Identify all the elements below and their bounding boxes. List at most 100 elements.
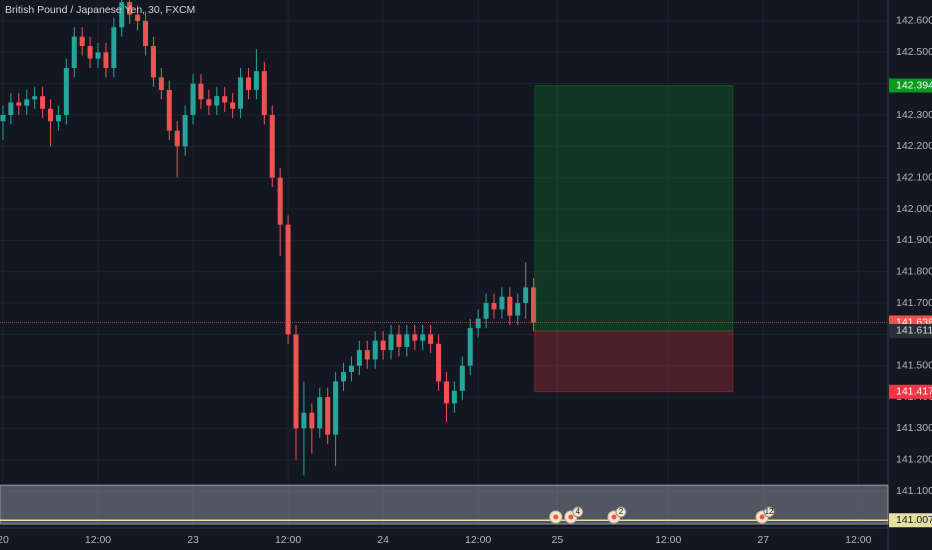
- candle-body: [87, 46, 93, 59]
- candle-body: [174, 130, 180, 147]
- profit-zone: [534, 85, 734, 332]
- candle-body: [531, 287, 537, 323]
- candle-body: [420, 334, 426, 341]
- price-badge-label: 142.394: [896, 79, 932, 91]
- y-tick-label: 142.000: [896, 203, 932, 215]
- candle-body: [380, 340, 386, 351]
- event-count: 12: [765, 507, 774, 516]
- candle-body: [372, 340, 378, 360]
- x-tick-label: 20: [0, 534, 9, 546]
- price-badge: [889, 78, 932, 93]
- candle-body: [269, 114, 275, 178]
- y-tick-label: 142.200: [896, 140, 932, 152]
- candle-body: [499, 296, 505, 310]
- candle-body: [261, 71, 267, 115]
- candle-body: [111, 27, 117, 68]
- candle-body: [166, 89, 172, 131]
- x-tick-label: 12:00: [845, 534, 871, 546]
- price-badge-label: 141.417: [896, 386, 932, 398]
- y-tick-label: 142.600: [896, 15, 932, 27]
- event-count: 4: [576, 507, 581, 516]
- price-badge: [889, 513, 932, 528]
- loss-zone: [534, 330, 734, 393]
- candle-body: [8, 102, 14, 115]
- candle-body: [24, 99, 30, 106]
- candle-body: [317, 397, 323, 429]
- candle-body: [40, 96, 46, 109]
- candle-body: [79, 36, 85, 47]
- candle-body: [356, 350, 362, 366]
- price-badge: [889, 323, 932, 338]
- candle-body: [63, 67, 69, 115]
- candle-body: [222, 96, 228, 103]
- event-dot: [568, 514, 574, 520]
- price-badge-label: 141.611: [896, 325, 932, 337]
- candle-body: [230, 102, 236, 109]
- candle-body: [198, 83, 204, 100]
- candle-body: [475, 318, 481, 329]
- candle-body: [483, 303, 489, 319]
- candle-body: [396, 334, 402, 347]
- candle-body: [285, 224, 291, 335]
- candle-body: [333, 381, 339, 435]
- candle-body: [127, 2, 133, 15]
- candle-body: [47, 108, 53, 122]
- candle-body: [158, 77, 164, 90]
- candle-body: [55, 114, 61, 122]
- candle-body: [277, 177, 283, 225]
- x-tick-label: 12:00: [85, 534, 111, 546]
- x-tick-label: 24: [377, 534, 389, 546]
- candle-body: [103, 52, 109, 68]
- candle-body: [451, 390, 457, 404]
- candle-body: [301, 412, 307, 429]
- candle-body: [348, 365, 354, 373]
- candle-body: [182, 114, 188, 147]
- candle-body: [214, 96, 220, 106]
- event-badge: [615, 506, 627, 518]
- y-tick-label: 141.700: [896, 297, 932, 309]
- candle-body: [436, 343, 442, 382]
- y-tick-label: 141.800: [896, 265, 932, 277]
- candle-body: [443, 381, 449, 404]
- candle-body: [245, 77, 251, 90]
- candle-body: [523, 287, 529, 304]
- candle-body: [32, 96, 38, 100]
- x-tick-label: 23: [187, 534, 199, 546]
- event-badge: [572, 506, 584, 518]
- zone: [0, 484, 889, 525]
- price-badge: [889, 384, 932, 399]
- x-tick-label: 25: [552, 534, 564, 546]
- event-dot: [759, 514, 765, 520]
- event-dot: [553, 514, 559, 520]
- candle-body: [325, 397, 331, 435]
- candle-body: [412, 334, 418, 341]
- candle-body: [388, 334, 394, 351]
- event-dot: [611, 514, 617, 520]
- candle-body: [253, 71, 259, 90]
- candle-body: [238, 77, 244, 109]
- candle-body: [16, 102, 22, 106]
- candle-body: [341, 372, 347, 382]
- y-tick-label: 142.500: [896, 46, 932, 58]
- candle-body: [135, 14, 141, 21]
- x-tick-label: 12:00: [655, 534, 681, 546]
- event-badge: [763, 506, 775, 518]
- candle-body: [459, 365, 465, 391]
- candle-body: [364, 350, 370, 360]
- candle-body: [515, 303, 521, 316]
- candle-body: [467, 328, 473, 366]
- x-tick-label: 12:00: [465, 534, 491, 546]
- x-tick-label: 27: [757, 534, 769, 546]
- candle-body: [71, 36, 77, 68]
- candle-body: [150, 46, 156, 78]
- candle-body: [428, 334, 434, 344]
- y-tick-label: 142.100: [896, 171, 932, 183]
- y-tick-label: 141.900: [896, 234, 932, 246]
- candle-body: [143, 20, 149, 47]
- candle-body: [119, 2, 125, 28]
- event-count: 2: [619, 507, 624, 516]
- candle-body: [491, 303, 497, 310]
- y-tick-label: 141.500: [896, 360, 932, 372]
